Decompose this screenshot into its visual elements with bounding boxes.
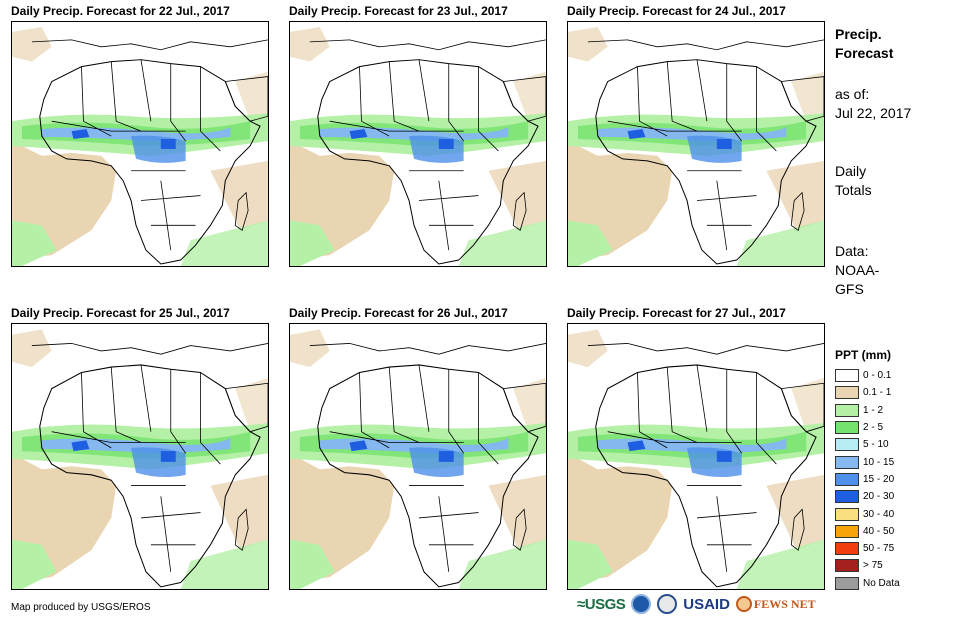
legend-row: 15 - 20 bbox=[835, 471, 900, 488]
panel-title: Daily Precip. Forecast for 22 Jul., 2017 bbox=[11, 4, 230, 18]
map-credit: Map produced by USGS/EROS bbox=[11, 602, 151, 613]
legend-swatch bbox=[835, 542, 859, 556]
legend-row: 0.1 - 1 bbox=[835, 384, 900, 401]
precip-map bbox=[11, 21, 269, 267]
logo-strip: ≈USGS USAID FEWS NET bbox=[577, 594, 816, 614]
legend-swatch bbox=[835, 421, 859, 435]
data-source-line2: NOAA- bbox=[835, 262, 880, 278]
side-title-line2: Forecast bbox=[835, 45, 894, 61]
panel-title: Daily Precip. Forecast for 23 Jul., 2017 bbox=[289, 4, 508, 18]
legend-label: > 75 bbox=[863, 560, 883, 572]
legend-label: 10 - 15 bbox=[863, 456, 895, 468]
legend-label: 1 - 2 bbox=[863, 404, 884, 416]
legend-row: No Data bbox=[835, 575, 900, 592]
legend-swatch bbox=[835, 490, 859, 504]
legend-swatch bbox=[835, 438, 859, 452]
legend-label: 15 - 20 bbox=[863, 473, 895, 485]
precip-legend: PPT (mm) 0 - 0.1 0.1 - 1 1 - 2 2 - 5 5 - 10 1… bbox=[835, 348, 900, 592]
legend-label: No Data bbox=[863, 577, 900, 589]
legend-row: 0 - 0.1 bbox=[835, 367, 900, 384]
legend-row: 2 - 5 bbox=[835, 419, 900, 436]
data-source-line3: GFS bbox=[835, 281, 864, 297]
data-source-line1: Data: bbox=[835, 243, 869, 259]
precip-map bbox=[11, 323, 269, 590]
as-of-label: as of: bbox=[835, 86, 870, 102]
legend-swatch bbox=[835, 472, 859, 486]
legend-row: 50 - 75 bbox=[835, 540, 900, 557]
legend-title: PPT (mm) bbox=[835, 348, 892, 362]
precip-map bbox=[289, 323, 547, 590]
legend-label: 2 - 5 bbox=[863, 422, 884, 434]
legend-swatch bbox=[835, 403, 859, 417]
legend-swatch bbox=[835, 455, 859, 469]
panel-title: Daily Precip. Forecast for 25 Jul., 2017 bbox=[11, 306, 230, 320]
legend-row: 20 - 30 bbox=[835, 488, 900, 505]
totals-line2: Totals bbox=[835, 182, 872, 198]
totals-line1: Daily bbox=[835, 163, 867, 179]
side-title-line1: Precip. bbox=[835, 26, 882, 42]
usgs-logo: ≈USGS bbox=[577, 595, 626, 613]
seal-logo-icon bbox=[657, 594, 678, 614]
precip-map bbox=[567, 323, 825, 590]
legend-label: 0 - 0.1 bbox=[863, 370, 892, 382]
legend-label: 0.1 - 1 bbox=[863, 387, 892, 399]
usaid-logo: USAID bbox=[683, 595, 730, 613]
precip-map bbox=[567, 21, 825, 267]
legend-label: 50 - 75 bbox=[863, 543, 895, 555]
noaa-logo-icon bbox=[631, 594, 652, 614]
fews-net-label: FEWS NET bbox=[753, 596, 816, 611]
fews-globe-icon bbox=[735, 596, 752, 612]
legend-row: > 75 bbox=[835, 557, 900, 574]
totals-note: Daily Totals bbox=[835, 162, 872, 200]
legend-row: 5 - 10 bbox=[835, 436, 900, 453]
legend-row: 1 - 2 bbox=[835, 402, 900, 419]
legend-swatch bbox=[835, 507, 859, 521]
legend-label: 40 - 50 bbox=[863, 525, 895, 537]
legend-swatch bbox=[835, 576, 859, 590]
panel-title: Daily Precip. Forecast for 26 Jul., 2017 bbox=[289, 306, 508, 320]
legend-label: 5 - 10 bbox=[863, 439, 889, 451]
legend-swatch bbox=[835, 559, 859, 573]
legend-swatch bbox=[835, 524, 859, 538]
legend-row: 10 - 15 bbox=[835, 453, 900, 470]
legend-swatch bbox=[835, 386, 859, 400]
fews-net-logo: FEWS NET bbox=[735, 596, 816, 612]
legend-label: 20 - 30 bbox=[863, 491, 895, 503]
legend-row: 40 - 50 bbox=[835, 523, 900, 540]
panel-title: Daily Precip. Forecast for 27 Jul., 2017 bbox=[567, 306, 786, 320]
data-source: Data: NOAA- GFS bbox=[835, 242, 879, 299]
as-of-date: as of: Jul 22, 2017 bbox=[835, 85, 911, 123]
precip-map bbox=[289, 21, 547, 267]
legend-row: 30 - 40 bbox=[835, 505, 900, 522]
legend-label: 30 - 40 bbox=[863, 508, 895, 520]
side-title: Precip. Forecast bbox=[835, 25, 893, 63]
legend-swatch bbox=[835, 369, 859, 383]
as-of-value: Jul 22, 2017 bbox=[835, 105, 912, 121]
panel-title: Daily Precip. Forecast for 24 Jul., 2017 bbox=[567, 4, 786, 18]
